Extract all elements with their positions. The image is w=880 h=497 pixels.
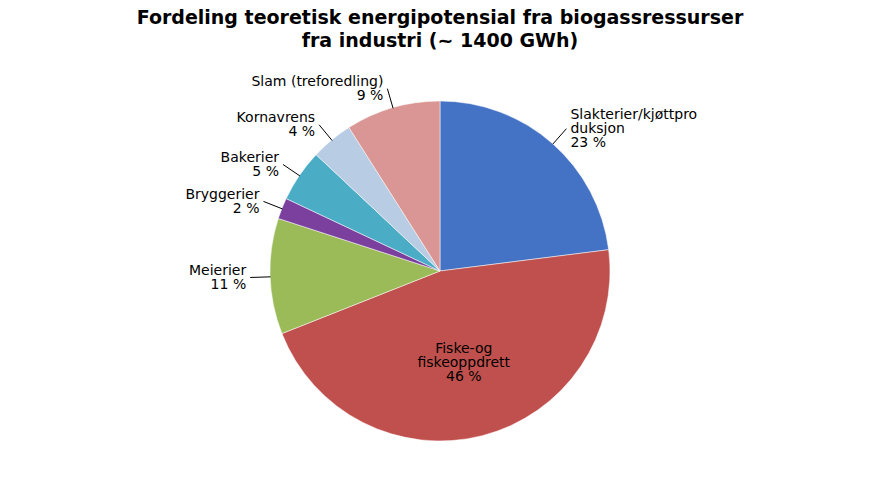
svg-text:Slakterier/kjøttproduksjon23 %: Slakterier/kjøttproduksjon23 % [570, 106, 697, 150]
html-text:Fordeling teoretisk energipote: Fordeling teoretisk energipotensial fra … [136, 6, 744, 51]
svg-text:Bakerier5 %: Bakerier5 % [221, 149, 280, 179]
svg-text:Bryggerier2 %: Bryggerier2 % [185, 186, 259, 216]
svg-text:Meierier11 %: Meierier11 % [189, 262, 246, 292]
svg-text:Kornavrens4 %: Kornavrens4 % [237, 109, 316, 139]
svg-text:Fiske-ogfiskeoppdrett46 %: Fiske-ogfiskeoppdrett46 % [417, 340, 510, 384]
svg-text:Slam (treforedling)9 %: Slam (treforedling)9 % [251, 73, 383, 103]
